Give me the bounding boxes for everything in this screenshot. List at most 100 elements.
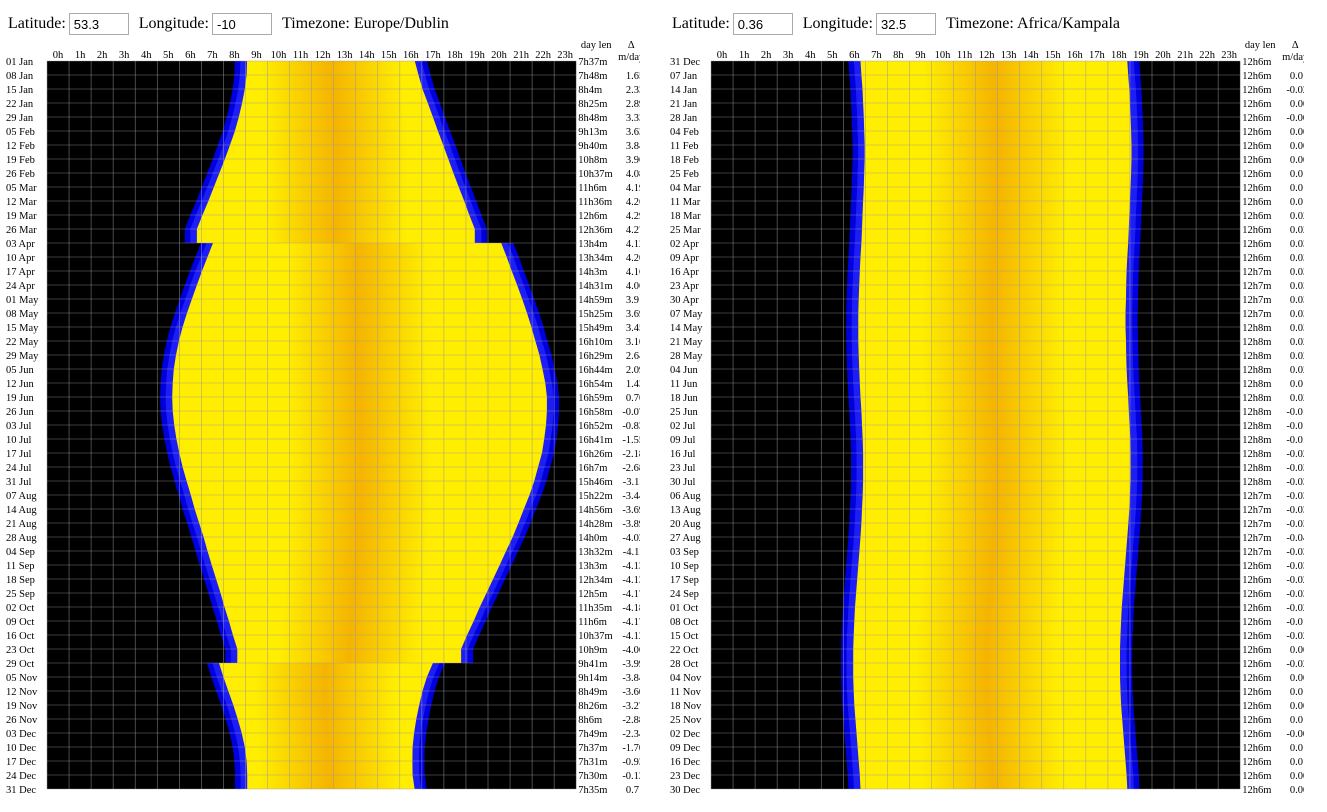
hour-tick-label: 11h [293, 50, 309, 61]
day-length-value: 12h6m [1242, 169, 1271, 180]
day-length-value: 10h37m [578, 169, 612, 180]
latitude-input[interactable] [68, 13, 129, 35]
day-length-value: 12h6m [1242, 211, 1271, 222]
date-label: 05 Jun [6, 365, 34, 376]
day-length-value: 8h26m [578, 701, 607, 712]
day-length-value: 12h6m [1242, 575, 1271, 586]
date-label: 01 Oct [670, 603, 698, 614]
day-length-value: 12h6m [1242, 715, 1271, 726]
delta-value: -4.13 [622, 561, 640, 572]
day-length-value: 12h6m [1242, 57, 1271, 68]
date-label: 19 Feb [6, 155, 35, 166]
delta-value: 0.71 [626, 785, 640, 796]
hour-tick-label: 0h [717, 50, 728, 61]
delta-value: 0.00 [1290, 673, 1304, 684]
delta-value: 2.64 [626, 351, 640, 362]
delta-value: -4.17 [622, 589, 640, 600]
noon-band [265, 229, 407, 243]
hour-tick-label: 23h [1221, 50, 1238, 61]
day-length-value: 16h26m [578, 449, 612, 460]
date-label: 26 Jun [6, 407, 34, 418]
date-label: 06 Aug [670, 491, 701, 502]
day-length-value: 16h10m [578, 337, 612, 348]
date-label: 16 Oct [6, 631, 34, 642]
delta-value: 0.00 [1290, 127, 1304, 138]
date-label: 28 May [670, 351, 703, 362]
date-label: 29 Jan [6, 113, 34, 124]
date-label: 11 Sep [6, 561, 35, 572]
day-length-value: 12h6m [1242, 561, 1271, 572]
delta-value: 3.45 [626, 323, 640, 334]
date-label: 30 Jul [670, 477, 695, 488]
date-label: 10 Dec [6, 743, 36, 754]
noon-band [281, 607, 423, 621]
noon-band [923, 397, 1065, 411]
delta-value: -0.03 [1286, 463, 1304, 474]
noon-band [290, 453, 432, 467]
day-length-value: 12h6m [1242, 155, 1271, 166]
day-length-value: 10h37m [578, 631, 612, 642]
date-label: 09 Dec [670, 743, 700, 754]
day-length-value: 12h8m [1242, 393, 1271, 404]
date-label: 24 Apr [6, 281, 35, 292]
hour-tick-label: 22h [1199, 50, 1216, 61]
delta-value: 2.09 [626, 365, 640, 376]
date-label: 22 May [6, 337, 39, 348]
day-length-value: 14h28m [578, 519, 612, 530]
noon-band [922, 551, 1064, 565]
date-label: 11 Nov [670, 687, 702, 698]
delta-value: 0.03 [1290, 309, 1304, 320]
hour-tick-label: 0h [53, 50, 64, 61]
date-label: 07 May [670, 309, 703, 320]
day-length-value: 16h59m [578, 393, 612, 404]
day-length-value: 11h6m [578, 617, 607, 628]
date-label: 31 Dec [670, 57, 700, 68]
day-length-value: 16h44m [578, 365, 612, 376]
hour-tick-label: 16h [1067, 50, 1084, 61]
day-length-value: 12h8m [1242, 435, 1271, 446]
delta-value: 4.29 [626, 211, 640, 222]
day-length-value: 8h49m [578, 687, 607, 698]
delta-value: 0.03 [1290, 239, 1304, 250]
delta-value: -0.93 [622, 757, 640, 768]
day-length-value: 12h7m [1242, 267, 1271, 278]
noon-band [266, 159, 408, 173]
date-label: 04 Sep [6, 547, 35, 558]
noon-band [261, 75, 404, 89]
date-label: 29 May [6, 351, 39, 362]
delta-unit-header: m/day [618, 52, 640, 63]
day-length-value: 12h6m [1242, 71, 1271, 82]
date-label: 02 Jul [670, 421, 695, 432]
day-length-value: 14h31m [578, 281, 612, 292]
day-length-value: 12h8m [1242, 449, 1271, 460]
date-label: 22 Oct [670, 645, 698, 656]
day-length-value: 11h6m [578, 183, 607, 194]
date-label: 31 Jul [6, 477, 31, 488]
latitude-input[interactable] [732, 13, 793, 35]
date-label: 05 Mar [6, 183, 37, 194]
delta-value: -0.03 [1286, 477, 1304, 488]
noon-band [922, 285, 1064, 299]
date-label: 02 Dec [670, 729, 700, 740]
date-label: 19 Jun [6, 393, 34, 404]
longitude-label: Longitude: [802, 15, 873, 32]
day-length-value: 12h8m [1242, 337, 1271, 348]
day-length-header: day len [581, 40, 612, 51]
delta-value: 0.00 [1290, 99, 1304, 110]
date-label: 22 Jan [6, 99, 34, 110]
hour-tick-label: 21h [1177, 50, 1194, 61]
hour-tick-label: 7h [871, 50, 882, 61]
delta-value: -3.89 [622, 519, 640, 530]
noon-band [922, 369, 1064, 383]
noon-band [925, 103, 1068, 117]
date-label: 18 Feb [670, 155, 699, 166]
delta-value: -3.84 [622, 673, 640, 684]
delta-value: 4.26 [626, 197, 640, 208]
longitude-input[interactable] [875, 13, 936, 35]
date-label: 18 Nov [670, 701, 702, 712]
longitude-input[interactable] [211, 13, 272, 35]
noon-band [925, 215, 1067, 229]
hour-tick-label: 15h [381, 50, 398, 61]
noon-band [924, 243, 1066, 257]
noon-band [926, 481, 1068, 495]
